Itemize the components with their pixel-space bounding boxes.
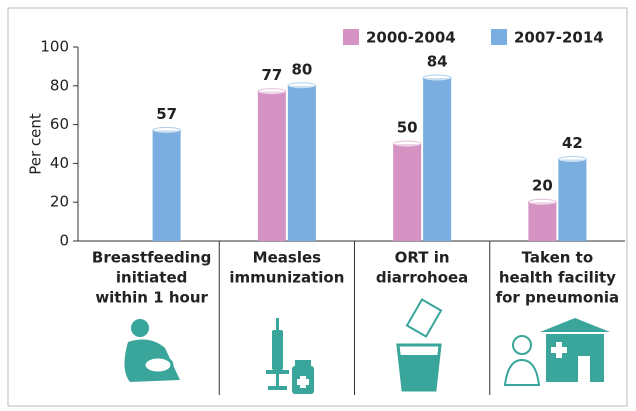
x-tick-label: Taken to [522, 249, 594, 267]
bar [152, 130, 181, 241]
bar [423, 78, 452, 241]
x-tick-label: health facility [499, 269, 616, 287]
x-tick-label: ORT in [395, 249, 450, 267]
x-tick-label: immunization [229, 269, 344, 287]
legend-label: 2000-2004 [366, 29, 456, 47]
legend-label: 2007-2014 [514, 29, 604, 47]
value-label: 84 [427, 53, 448, 71]
bar-cap [257, 88, 287, 96]
y-tick-label: 100 [40, 38, 69, 56]
bar [393, 144, 422, 241]
value-label: 77 [261, 66, 282, 84]
bar-cap [392, 140, 422, 148]
y-tick-label: 20 [50, 193, 69, 211]
x-tick-label: within 1 hour [95, 289, 208, 307]
x-tick-label: Measles [253, 249, 321, 267]
y-tick-label: 40 [50, 154, 69, 172]
y-tick-label: 0 [59, 232, 69, 250]
frame [7, 7, 628, 407]
bar-cap [527, 198, 557, 206]
icon-ors [396, 298, 443, 392]
x-tick-label: Breastfeeding [92, 249, 211, 267]
x-tick-label: diarrohoea [376, 269, 468, 287]
icon-breastfeeding [124, 319, 180, 382]
value-label: 42 [562, 134, 583, 152]
icon-vaccine [266, 318, 314, 394]
x-tick-label: for pneumonia [496, 289, 620, 307]
y-tick-label: 60 [50, 115, 69, 133]
value-label: 20 [532, 177, 553, 195]
bar [257, 91, 286, 242]
bar [287, 85, 316, 241]
value-label: 50 [397, 119, 418, 137]
bar-cap [287, 82, 317, 90]
bar [528, 202, 557, 241]
icon-health-facility [503, 318, 610, 386]
value-label: 80 [291, 60, 312, 78]
value-label: 57 [156, 105, 177, 123]
y-tick-label: 80 [50, 76, 69, 94]
bar-cap [422, 74, 452, 82]
x-tick-label: initiated [116, 269, 187, 287]
y-axis-label: Per cent [27, 113, 45, 175]
bar-cap [557, 156, 587, 164]
legend-swatch [343, 29, 359, 45]
legend-swatch [491, 29, 507, 45]
bar-cap [152, 126, 182, 134]
bar [558, 159, 587, 241]
